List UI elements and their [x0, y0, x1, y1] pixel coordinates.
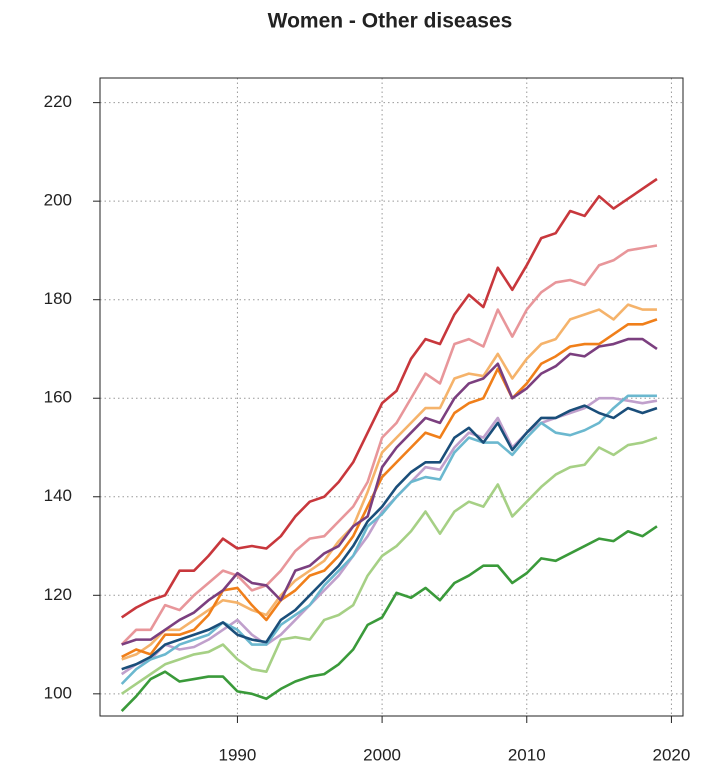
y-tick-label: 120 [44, 585, 72, 604]
y-tick-label: 180 [44, 289, 72, 308]
y-tick-label: 100 [44, 683, 72, 702]
series-line [121, 404, 658, 671]
x-tick-label: 1990 [219, 745, 257, 764]
plot-frame [99, 77, 684, 717]
x-tick-label: 2020 [653, 745, 691, 764]
y-tick-label: 160 [44, 388, 72, 407]
series-line [120, 244, 658, 646]
y-tick-label: 200 [44, 191, 72, 210]
chart-title: Women - Other diseases [268, 10, 513, 33]
x-tick-label: 2010 [508, 745, 546, 764]
series-line [120, 436, 658, 695]
series-line [120, 525, 658, 712]
x-tick-label: 2000 [363, 745, 401, 764]
series-line [120, 394, 657, 685]
series-line [121, 337, 658, 646]
series-line [120, 177, 658, 619]
y-tick-label: 140 [44, 486, 72, 505]
series-line [121, 318, 658, 659]
y-tick-label: 220 [44, 92, 72, 111]
